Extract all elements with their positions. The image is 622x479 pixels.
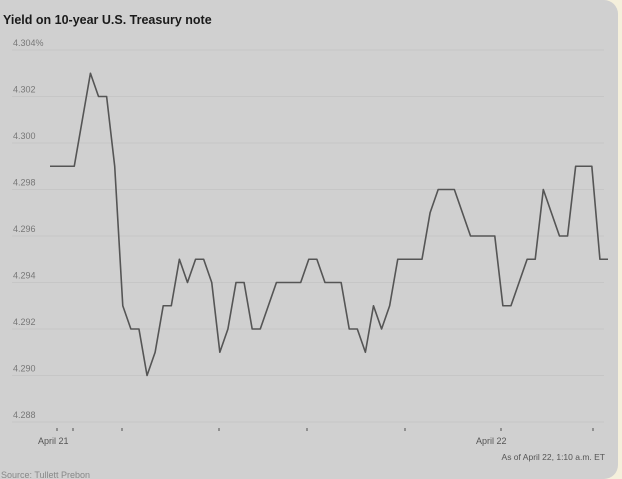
series-line — [50, 72, 608, 377]
y-tick-label: 4.296 — [13, 224, 36, 234]
y-tick-label: 4.302 — [13, 85, 36, 95]
x-label-april-22: April 22 — [476, 436, 507, 446]
x-axis-ticks — [56, 428, 594, 431]
y-tick-label: 4.304% — [13, 38, 44, 48]
y-tick-label: 4.294 — [13, 271, 36, 281]
y-tick-label: 4.292 — [13, 317, 36, 327]
y-tick-label: 4.290 — [13, 364, 36, 374]
y-tick-label: 4.300 — [13, 131, 36, 141]
y-tick-label: 4.298 — [13, 178, 36, 188]
x-label-april-21: April 21 — [38, 436, 69, 446]
source-note: Source: Tullett Prebon — [1, 470, 90, 479]
chart-title: Yield on 10-year U.S. Treasury note — [3, 13, 212, 27]
grid-lines — [12, 49, 604, 423]
y-axis-ticks: 4.304% 4.302 4.300 4.298 4.296 4.294 4.292 4.29… — [13, 38, 44, 420]
timestamp-note: As of April 22, 1:10 a.m. ET — [502, 452, 605, 462]
y-tick-label: 4.288 — [13, 410, 36, 420]
